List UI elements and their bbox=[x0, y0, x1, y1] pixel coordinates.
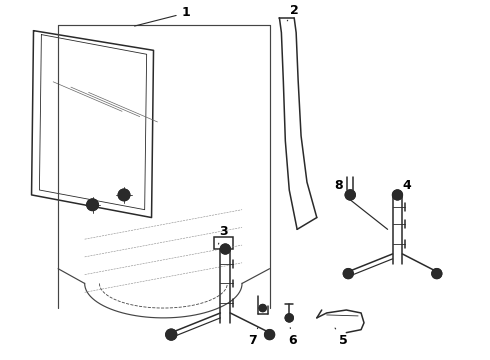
Circle shape bbox=[392, 190, 402, 200]
Circle shape bbox=[265, 330, 274, 339]
FancyBboxPatch shape bbox=[214, 237, 233, 249]
Text: 5: 5 bbox=[335, 328, 348, 347]
Text: 2: 2 bbox=[287, 4, 298, 21]
Text: 6: 6 bbox=[288, 328, 296, 347]
Circle shape bbox=[220, 244, 230, 254]
Text: 3: 3 bbox=[219, 225, 228, 244]
Text: 1: 1 bbox=[135, 6, 190, 26]
Circle shape bbox=[259, 305, 266, 311]
Circle shape bbox=[285, 314, 293, 322]
Circle shape bbox=[345, 190, 355, 200]
Text: 7: 7 bbox=[248, 328, 258, 347]
Text: 8: 8 bbox=[334, 179, 350, 192]
Circle shape bbox=[343, 269, 353, 279]
Circle shape bbox=[432, 269, 441, 279]
Circle shape bbox=[166, 329, 176, 340]
Circle shape bbox=[118, 189, 130, 201]
Text: 4: 4 bbox=[397, 179, 412, 196]
Circle shape bbox=[87, 199, 98, 211]
